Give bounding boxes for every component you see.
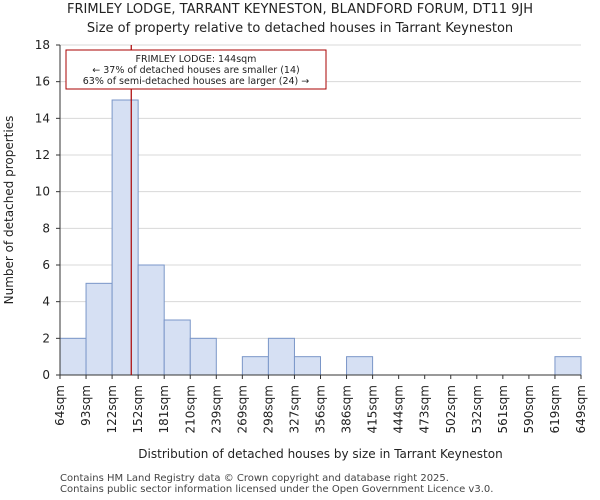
x-tick-label: 298sqm xyxy=(261,385,275,433)
bar xyxy=(189,337,217,376)
bar xyxy=(346,356,374,376)
histogram-chart: 0 2 4 6 8 10 12 14 16 18 64sqm 93sqm 122sqm 152sqm 181… xyxy=(2,38,588,461)
bar xyxy=(137,264,165,376)
y-tick-label: 6 xyxy=(42,258,50,272)
x-tick-label: 649sqm xyxy=(574,385,588,433)
y-tick-label: 18 xyxy=(35,38,50,52)
footer-line-2: Contains public sector information licen… xyxy=(60,484,494,495)
x-tick-label: 532sqm xyxy=(470,385,484,433)
y-tick-label: 16 xyxy=(35,75,50,89)
x-tick-label: 122sqm xyxy=(105,385,119,433)
annotation-box xyxy=(65,49,327,90)
x-tick-label: 64sqm xyxy=(53,385,67,426)
x-tick-label: 181sqm xyxy=(157,385,171,433)
y-tick-label: 12 xyxy=(35,148,50,162)
x-tick-label: 590sqm xyxy=(522,385,536,433)
bar xyxy=(59,337,87,376)
x-tick-label: 239sqm xyxy=(209,385,223,433)
annotation-line-2: ← 37% of detached houses are smaller (14… xyxy=(92,65,299,76)
bar xyxy=(267,337,295,376)
x-tick-label: 415sqm xyxy=(366,385,380,433)
annotation-line-1: FRIMLEY LODGE: 144sqm xyxy=(136,54,257,65)
bar xyxy=(293,356,322,376)
footer-line-1: Contains HM Land Registry data © Crown c… xyxy=(60,473,449,484)
x-tick-label: 502sqm xyxy=(444,385,458,433)
y-tick-label: 10 xyxy=(35,185,50,199)
x-tick-label: 619sqm xyxy=(548,385,562,433)
y-tick-label: 8 xyxy=(42,221,50,235)
bar xyxy=(85,282,113,376)
x-tick-label: 210sqm xyxy=(183,385,197,433)
x-tick-label: 152sqm xyxy=(131,385,145,433)
bar xyxy=(111,99,139,376)
bar xyxy=(554,356,582,376)
annotation-line-3: 63% of semi-detached houses are larger (… xyxy=(83,76,310,87)
bar xyxy=(163,319,191,376)
x-tick-label: 561sqm xyxy=(496,385,510,433)
y-tick-label: 4 xyxy=(42,295,50,309)
x-axis-title: Distribution of detached houses by size … xyxy=(138,447,502,461)
x-tick-label: 269sqm xyxy=(235,385,249,433)
y-tick-label: 2 xyxy=(42,331,50,345)
x-tick-label: 473sqm xyxy=(418,385,432,433)
chart-title: FRIMLEY LODGE, TARRANT KEYNESTON, BLANDF… xyxy=(67,2,533,17)
x-tick-label: 327sqm xyxy=(287,385,301,433)
y-axis-title: Number of detached properties xyxy=(2,116,16,305)
x-tick-label: 386sqm xyxy=(340,385,354,433)
x-tick-label: 444sqm xyxy=(392,385,406,433)
y-tick-label: 0 xyxy=(42,368,50,382)
x-tick-label: 93sqm xyxy=(79,385,93,426)
y-tick-label: 14 xyxy=(35,111,50,125)
chart-subtitle: Size of property relative to detached ho… xyxy=(86,21,514,36)
x-tick-label: 356sqm xyxy=(314,385,328,433)
bar xyxy=(241,356,269,376)
